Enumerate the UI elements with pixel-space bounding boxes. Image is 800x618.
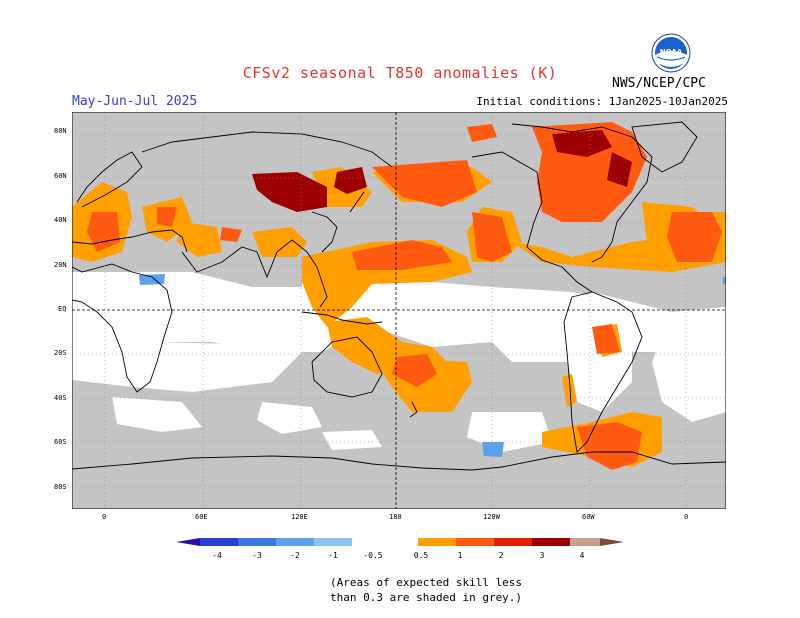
lat-label: EQ: [58, 305, 67, 313]
logo-text: NOAA: [660, 48, 683, 56]
lon-label: 60E: [195, 513, 208, 521]
colorbar-tick-label: -4: [212, 551, 222, 560]
colorbar-min-arrow: [176, 538, 200, 546]
skill-note: (Areas of expected skill less than 0.3 a…: [330, 575, 550, 605]
colorbar-tick-label: 0.5: [414, 551, 429, 560]
colorbar-tick-label: 2: [499, 551, 504, 560]
graticule: [72, 112, 726, 509]
colorbar-tick-label: -2: [290, 551, 300, 560]
colorbar-swatch: [238, 538, 276, 546]
map-title: CFSv2 seasonal T850 anomalies (K): [242, 64, 558, 82]
colorbar-tick-label: -1: [328, 551, 338, 560]
colorbar-swatch: [532, 538, 570, 546]
skill-note-line: than 0.3 are shaded in grey.): [330, 591, 523, 604]
initial-conditions-label: Initial conditions: 1Jan2025-10Jan2025: [476, 95, 728, 108]
colorbar-swatch: [200, 538, 238, 546]
colorbar-tick-label: 3: [540, 551, 545, 560]
lon-label: 180: [389, 513, 402, 521]
colorbar-tick-label: -3: [252, 551, 262, 560]
colorbar-tick-label: 1: [458, 551, 463, 560]
lat-label: 80S: [54, 483, 67, 491]
lat-label: 60S: [54, 438, 67, 446]
lon-label: 120E: [291, 513, 308, 521]
lat-label: 40S: [54, 394, 67, 402]
colorbar-swatch: [456, 538, 494, 546]
lat-label: 20N: [54, 261, 67, 269]
lon-label: 120W: [483, 513, 500, 521]
skill-note-line: (Areas of expected skill less: [330, 576, 523, 589]
colorbar-swatch: [314, 538, 352, 546]
lon-label: 0: [102, 513, 107, 521]
colorbar-max-arrow: [600, 538, 624, 546]
colorbar-swatch: [494, 538, 532, 546]
lat-label: 60N: [54, 172, 67, 180]
colorbar-swatch: [418, 538, 456, 546]
period-label: May-Jun-Jul 2025: [72, 94, 198, 109]
coastlines: [72, 121, 726, 471]
colorbar-swatch: [352, 538, 418, 546]
lon-label: 60W: [582, 513, 595, 521]
lat-label: 20S: [54, 349, 67, 357]
colorbar-tick-label: 4: [580, 551, 585, 560]
anomaly-map: [72, 112, 726, 509]
lon-label: 0: [684, 513, 689, 521]
colorbar-swatch: [276, 538, 314, 546]
agency-label: NWS/NCEP/CPC: [612, 76, 706, 91]
lat-label: 40N: [54, 216, 67, 224]
colorbar-swatch: [570, 538, 600, 546]
colorbar-tick-label: -0.5: [363, 551, 382, 560]
noaa-logo-icon: NOAA: [651, 33, 691, 73]
lat-label: 80N: [54, 127, 67, 135]
colorbar: -4 -3 -2 -1 -0.5 0.5 1 2 3 4: [176, 538, 624, 560]
